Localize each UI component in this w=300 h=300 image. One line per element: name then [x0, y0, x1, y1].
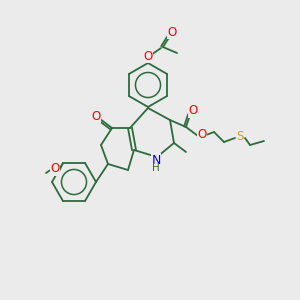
Text: S: S — [236, 130, 244, 143]
Text: N: N — [151, 154, 161, 166]
Text: O: O — [50, 163, 60, 176]
Text: O: O — [143, 50, 153, 62]
Text: O: O — [92, 110, 100, 122]
Text: O: O — [188, 104, 198, 118]
Text: O: O — [197, 128, 207, 142]
Text: O: O — [167, 26, 177, 38]
Text: H: H — [152, 163, 160, 173]
